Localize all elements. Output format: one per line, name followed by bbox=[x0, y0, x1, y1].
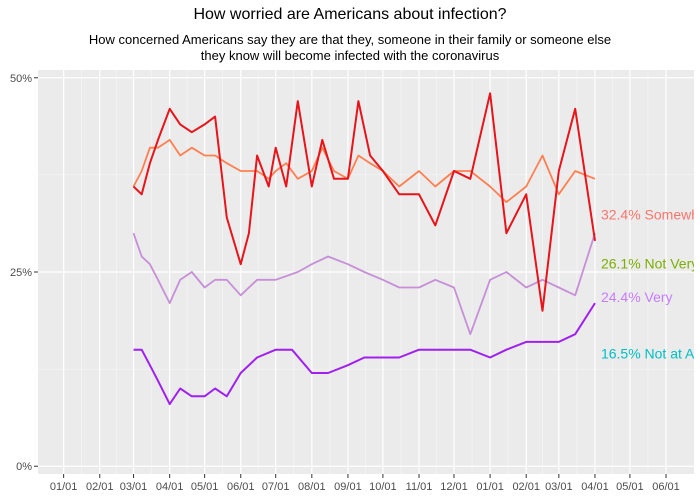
series-lines bbox=[132, 92, 596, 406]
chart-title: How worried are Americans about infectio… bbox=[193, 6, 507, 23]
x-tick-label: 03/01 bbox=[120, 481, 148, 493]
x-tick-label: 02/01 bbox=[86, 481, 114, 493]
chart-subtitle: How concerned Americans say they are tha… bbox=[0, 32, 700, 64]
end-label-not-at-all: 16.5% Not at All bbox=[601, 346, 700, 362]
chart-subtitle-line-2: they know will become infected with the … bbox=[200, 48, 500, 63]
grid bbox=[38, 70, 694, 474]
x-tick-label: 06/01 bbox=[652, 481, 680, 493]
x-tick-label: 10/01 bbox=[369, 481, 397, 493]
y-tick-label: 25% bbox=[10, 267, 32, 279]
end-labels: 32.4% Somewhat 26.1% Not Very 24.4% Very 16… bbox=[601, 207, 700, 362]
x-tick-label: 01/01 bbox=[476, 481, 504, 493]
x-tick-label: 12/01 bbox=[440, 481, 468, 493]
x-tick-label: 03/01 bbox=[545, 481, 573, 493]
x-tick-label: 06/01 bbox=[227, 481, 255, 493]
end-label-somewhat: 32.4% Somewhat bbox=[601, 207, 700, 223]
x-tick-label: 01/01 bbox=[50, 481, 78, 493]
series-very-smooth-line bbox=[132, 232, 596, 336]
series-not-at-all-line bbox=[133, 302, 596, 406]
end-label-not-very: 26.1% Not Very bbox=[601, 255, 698, 271]
series-somewhat-line bbox=[132, 92, 596, 312]
x-tick-label: 07/01 bbox=[262, 481, 290, 493]
x-tick-label: 05/01 bbox=[616, 481, 644, 493]
chart-subtitle-line-1: How concerned Americans say they are tha… bbox=[88, 32, 612, 47]
x-tick-label: 05/01 bbox=[191, 481, 219, 493]
x-tick-label: 04/01 bbox=[156, 481, 184, 493]
y-tick-label: 0% bbox=[16, 461, 32, 473]
y-tick-label: 50% bbox=[10, 73, 32, 85]
axes: 0% 25% 50% 01/01 02/01 03/01 04/01 05/01 06/01 07… bbox=[10, 73, 680, 493]
x-tick-label: 09/01 bbox=[334, 481, 362, 493]
x-tick-label: 02/01 bbox=[512, 481, 540, 493]
x-tick-label: 08/01 bbox=[298, 481, 326, 493]
end-label-very: 24.4% Very bbox=[601, 289, 673, 305]
x-tick-label: 11/01 bbox=[406, 481, 433, 493]
x-tick-label: 04/01 bbox=[581, 481, 609, 493]
